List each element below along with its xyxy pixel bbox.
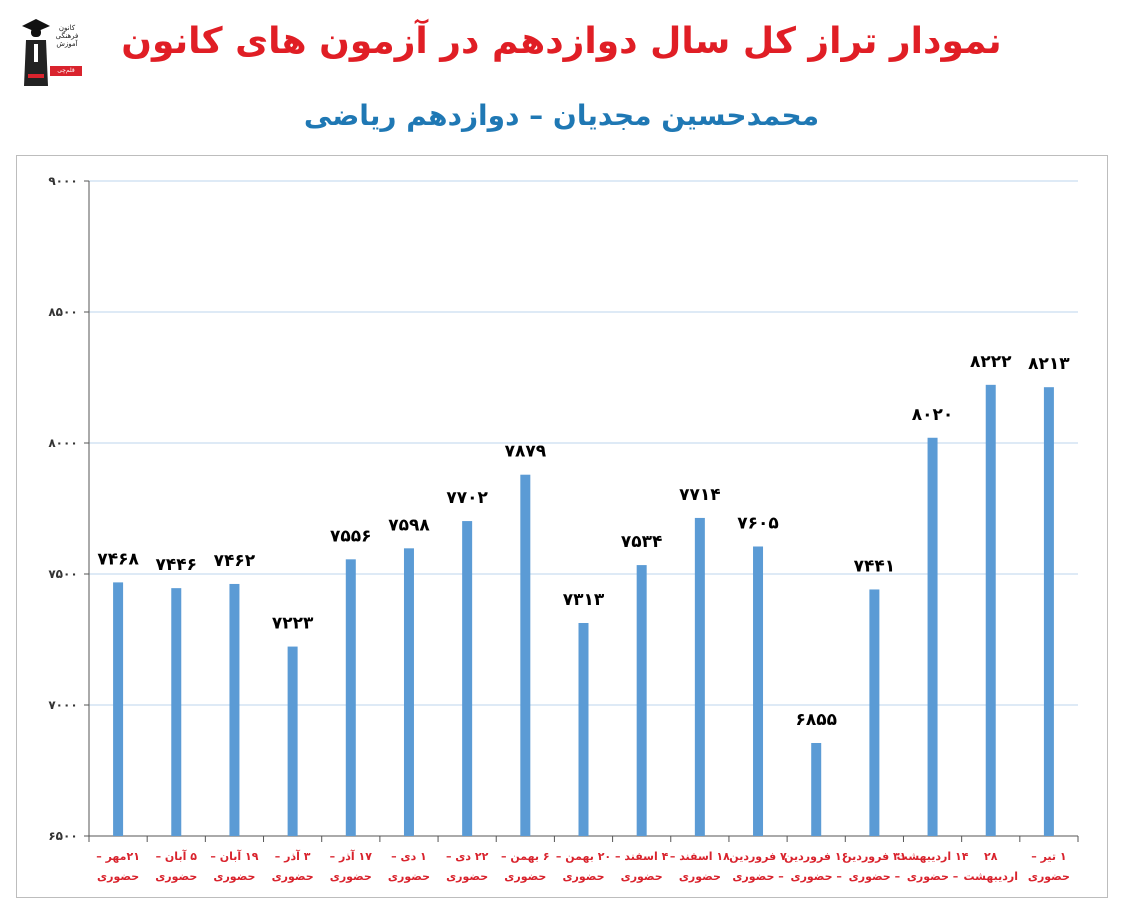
data-label: ۷۳۱۳ bbox=[563, 590, 605, 610]
data-label: ۸۲۱۳ bbox=[1028, 354, 1070, 374]
x-tick-label: ۱۶ فروردین bbox=[784, 850, 848, 863]
data-label: ۷۷۱۴ bbox=[679, 485, 721, 505]
bar bbox=[927, 437, 938, 836]
x-tick-label: حضوری bbox=[679, 870, 721, 883]
y-tick-label: ۶۵۰۰ bbox=[48, 829, 77, 843]
bar bbox=[113, 582, 124, 836]
x-tick-label: ۱ دی – bbox=[391, 850, 427, 863]
logo bbox=[18, 14, 82, 90]
x-tick-label: ۳۱ فروردین bbox=[842, 850, 906, 863]
data-label: ۷۵۵۶ bbox=[330, 526, 372, 546]
data-label: ۷۸۷۹ bbox=[505, 442, 547, 462]
logo-text-line: فرهنگی bbox=[55, 32, 79, 40]
chart-frame bbox=[16, 155, 1108, 898]
bar bbox=[811, 742, 822, 836]
data-label: ۶۸۵۵ bbox=[795, 710, 837, 730]
x-tick-label: ۱ تیر – bbox=[1031, 850, 1066, 863]
bar bbox=[869, 589, 880, 836]
bar bbox=[229, 583, 240, 836]
x-tick-label: ۷ فروردین bbox=[729, 850, 787, 863]
x-tick-label: ۱۹ آبان – bbox=[210, 849, 258, 863]
x-tick-label: حضوری bbox=[213, 870, 255, 883]
x-tick-label: ۶ بهمن – bbox=[501, 850, 550, 863]
y-tick-label: ۹۰۰۰ bbox=[48, 174, 77, 188]
x-tick-label: حضوری bbox=[1028, 870, 1070, 883]
x-tick-label: – حضوری bbox=[907, 870, 958, 883]
bar bbox=[171, 588, 182, 836]
x-tick-label: ۲۰ بهمن – bbox=[556, 850, 611, 863]
bar bbox=[520, 474, 531, 836]
data-label: ۷۴۴۱ bbox=[854, 556, 896, 576]
x-tick-label: حضوری bbox=[446, 870, 488, 883]
x-tick-label: ۲۲ دی – bbox=[446, 850, 489, 863]
x-tick-label: ۲۱مهر – bbox=[96, 850, 140, 863]
data-label: ۷۴۶۸ bbox=[97, 549, 139, 569]
x-tick-label: ۱۴ اردیبهشت bbox=[897, 850, 969, 863]
y-tick-label: ۸۰۰۰ bbox=[48, 436, 77, 450]
data-label: ۷۶۰۵ bbox=[737, 513, 779, 533]
x-tick-label: حضوری bbox=[621, 870, 663, 883]
bar bbox=[462, 521, 473, 836]
bar bbox=[345, 559, 356, 836]
x-tick-label: حضوری bbox=[97, 870, 139, 883]
logo-text: کانون فرهنگی آموزش bbox=[50, 24, 84, 48]
data-label: ۸۲۲۲ bbox=[970, 352, 1012, 372]
chart-title: نمودار تراز کل سال دوازدهم در آزمون های … bbox=[121, 21, 1002, 62]
bar bbox=[694, 517, 705, 836]
x-tick-label: – حضوری bbox=[849, 870, 900, 883]
bar bbox=[578, 622, 589, 836]
x-tick-label: ۵ آبان – bbox=[156, 849, 198, 863]
x-tick-label: حضوری bbox=[562, 870, 604, 883]
x-tick-label: ۱۷ آذر – bbox=[330, 849, 373, 863]
data-label: ۷۷۰۲ bbox=[446, 488, 488, 508]
data-label: ۷۴۴۶ bbox=[156, 555, 198, 575]
data-label: ۸۰۲۰ bbox=[912, 405, 954, 425]
data-label: ۷۵۹۸ bbox=[388, 515, 430, 535]
logo-text-line: کانون bbox=[58, 24, 76, 32]
x-tick-label: ۳ آذر – bbox=[275, 849, 311, 863]
y-tick-label: ۷۵۰۰ bbox=[48, 567, 77, 581]
x-tick-label: – حضوری bbox=[732, 870, 783, 883]
logo-text-line: آموزش bbox=[56, 40, 78, 48]
bar bbox=[753, 546, 764, 836]
bar bbox=[985, 384, 996, 836]
x-tick-label: – حضوری bbox=[790, 870, 841, 883]
data-label: ۷۴۶۲ bbox=[214, 551, 256, 571]
chart-subtitle: محمدحسین مجدیان – دوازدهم ریاضی bbox=[303, 99, 820, 132]
bar bbox=[287, 646, 298, 836]
x-tick-label: ۱۸ اسفند – bbox=[670, 850, 730, 863]
x-tick-label: حضوری bbox=[504, 870, 546, 883]
x-tick-label: ۴ اسفند – bbox=[615, 850, 669, 863]
logo-tag: قلم‌چی bbox=[50, 66, 82, 76]
graduate-figure-icon bbox=[22, 19, 50, 86]
x-tick-label: حضوری bbox=[272, 870, 314, 883]
y-tick-label: ۷۰۰۰ bbox=[48, 698, 77, 712]
bar bbox=[1043, 387, 1054, 836]
x-tick-label: حضوری bbox=[330, 870, 372, 883]
x-tick-label: حضوری bbox=[155, 870, 197, 883]
data-label: ۷۲۲۳ bbox=[272, 614, 314, 634]
bar bbox=[403, 548, 414, 836]
x-tick-label: ۲۸ bbox=[984, 850, 998, 863]
x-tick-label: حضوری bbox=[388, 870, 430, 883]
data-label: ۷۵۳۴ bbox=[621, 532, 663, 552]
bar bbox=[636, 565, 647, 836]
x-tick-label: اردیبهشت bbox=[964, 870, 1018, 883]
y-tick-label: ۸۵۰۰ bbox=[48, 305, 77, 319]
